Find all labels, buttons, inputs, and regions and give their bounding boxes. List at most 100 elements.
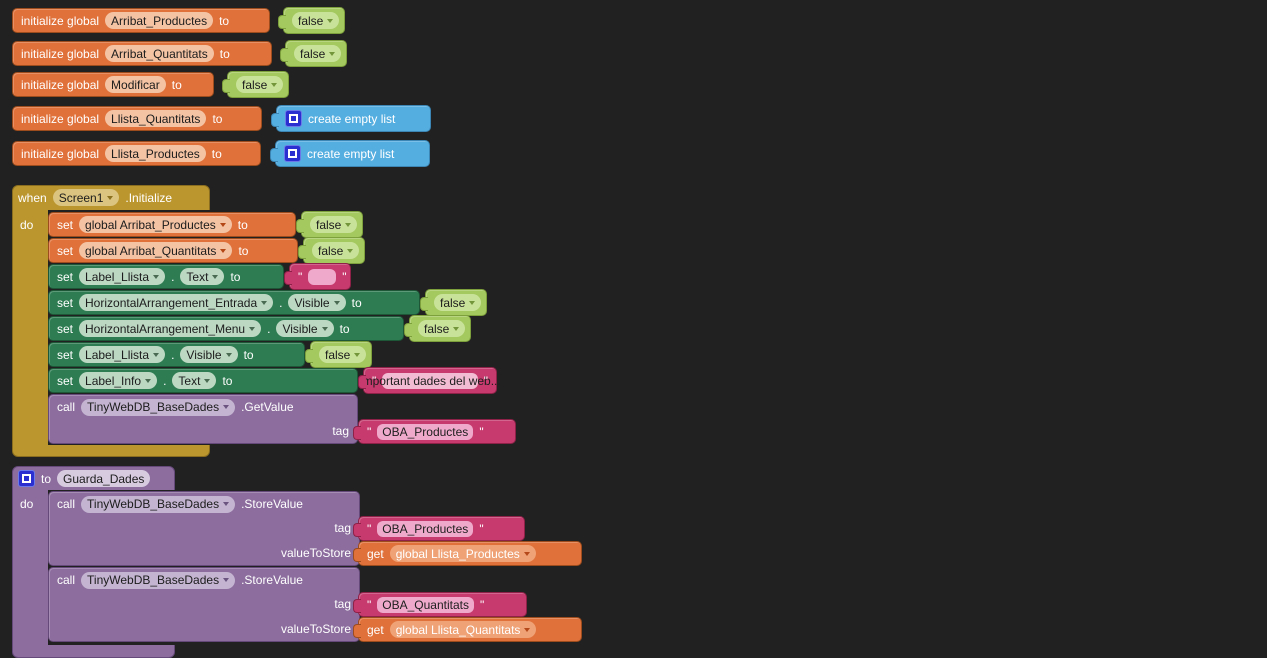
string-text-field[interactable]: OBA_Quantitats [377,596,474,613]
set-ha-menu-visible-block[interactable]: set HorizontalArrangement_Menu . Visible… [48,316,404,341]
block-plug [353,623,361,638]
init-global-modificar-block[interactable]: initialize global Modificar to [12,72,214,97]
false-label: false [325,347,351,362]
init-global-arribat-productes-block[interactable]: initialize global Arribat_Productes to [12,8,270,33]
logic-dropdown[interactable]: false [418,320,466,337]
variable-name-field[interactable]: Llista_Productes [105,145,206,162]
empty-string-block[interactable]: " " [284,263,351,290]
procedure-name-field[interactable]: Guarda_Dades [57,470,151,487]
string-block[interactable]: " Important dades del web... " [358,367,501,394]
set-global-arribat-quantitats-block[interactable]: set global Arribat_Quantitats to [48,238,298,263]
get-global-block[interactable]: get global Llista_Productes [353,541,582,566]
call-storevalue-block[interactable]: call TinyWebDB_BaseDades .StoreValue tag… [48,491,360,566]
component-dropdown[interactable]: Label_Llista [79,268,166,285]
call-getvalue-block[interactable]: call TinyWebDB_BaseDades .GetValue tag [48,394,358,444]
set-label-llista-visible-block[interactable]: set Label_Llista . Visible to [48,342,305,367]
property-dropdown[interactable]: Text [172,372,217,389]
variable-dropdown[interactable]: global Llista_Productes [389,545,536,562]
logic-dropdown[interactable]: false [294,45,342,62]
string-block[interactable]: " OBA_Productes " [353,516,525,541]
init-global-llista-productes-block[interactable]: initialize global Llista_Productes to [12,141,261,166]
logic-dropdown[interactable]: false [312,242,360,259]
get-global-block[interactable]: get global Llista_Quantitats [353,617,582,642]
component-dropdown[interactable]: HorizontalArrangement_Entrada [79,294,274,311]
variable-name-field[interactable]: Arribat_Productes [105,12,214,29]
when-block-header[interactable]: when Screen1 .Initialize [12,185,210,210]
chevron-down-icon [223,405,230,409]
variable-name-field[interactable]: Arribat_Quantitats [105,45,214,62]
component-name: Label_Llista [85,347,150,362]
set-label-llista-text-block[interactable]: set Label_Llista . Text to [48,264,284,289]
logic-dropdown[interactable]: false [319,346,367,363]
logic-false-block[interactable]: false [278,7,345,34]
call-storevalue-block[interactable]: call TinyWebDB_BaseDades .StoreValue tag… [48,567,360,642]
variable-name-field[interactable]: Modificar [105,76,166,93]
set-ha-entrada-visible-block[interactable]: set HorizontalArrangement_Entrada . Visi… [48,290,420,315]
set-keyword: set [57,321,74,336]
logic-dropdown[interactable]: false [310,216,358,233]
property-dropdown[interactable]: Visible [276,320,334,337]
method-name: .StoreValue [241,573,303,588]
property-name: Visible [282,321,318,336]
logic-false-block[interactable]: false [298,237,365,264]
component-dropdown[interactable]: TinyWebDB_BaseDades [81,398,236,416]
logic-dropdown[interactable]: false [292,12,340,29]
component-name: TinyWebDB_BaseDades [87,400,220,414]
component-dropdown[interactable]: Label_Info [79,372,158,389]
to-label: to [243,347,254,362]
property-dropdown[interactable]: Text [180,268,225,285]
string-text-field[interactable]: OBA_Productes [377,423,474,440]
component-dropdown[interactable]: Label_Llista [79,346,166,363]
string-block[interactable]: " OBA_Quantitats " [353,592,527,617]
variable-name: global Llista_Productes [395,546,520,561]
mutator-icon[interactable] [18,470,35,487]
chevron-down-icon [345,222,352,227]
logic-false-block[interactable]: false [305,341,372,368]
logic-dropdown[interactable]: false [236,76,284,93]
logic-false-block[interactable]: false [404,315,471,342]
component-name: Screen1 [58,190,104,205]
mutator-icon[interactable] [285,110,302,127]
create-empty-list-block[interactable]: create empty list [271,105,431,132]
component-dropdown[interactable]: TinyWebDB_BaseDades [81,495,236,513]
init-keyword: initialize global [21,13,100,28]
create-empty-list-label: create empty list [308,111,396,126]
init-global-arribat-quantitats-block[interactable]: initialize global Arribat_Quantitats to [12,41,272,66]
set-keyword: set [57,347,74,362]
init-global-llista-quantitats-block[interactable]: initialize global Llista_Quantitats to [12,106,262,131]
string-block[interactable]: " OBA_Productes " [353,419,516,444]
logic-false-block[interactable]: false [420,289,487,316]
property-dropdown[interactable]: Visible [288,294,346,311]
procedure-block-header[interactable]: to Guarda_Dades [12,466,175,491]
property-dropdown[interactable]: Visible [180,346,238,363]
component-dropdown[interactable]: HorizontalArrangement_Menu [79,320,262,337]
set-global-arribat-productes-block[interactable]: set global Arribat_Productes to [48,212,296,237]
set-label-info-text-block[interactable]: set Label_Info . Text to [48,368,358,393]
chevron-down-icon [321,326,328,331]
string-text-field[interactable]: Important dades del web... [359,372,501,389]
call-param-row: valueToStore [49,617,359,641]
mutator-icon[interactable] [284,145,301,162]
procedure-do-label: do [14,491,46,516]
variable-dropdown[interactable]: global Arribat_Productes [79,216,232,233]
tag-param-label: tag [334,597,351,612]
logic-false-block[interactable]: false [296,211,363,238]
logic-false-block[interactable]: false [280,40,347,67]
variable-dropdown[interactable]: global Llista_Quantitats [389,621,537,638]
variable-dropdown[interactable]: global Arribat_Quantitats [79,242,233,259]
variable-name-field[interactable]: Llista_Quantitats [105,110,207,127]
component-dropdown[interactable]: Screen1 [52,189,120,206]
to-label: to [41,471,52,486]
create-empty-list-block[interactable]: create empty list [270,140,430,167]
close-quote: " [483,373,488,388]
call-param-row: tag [49,419,357,443]
chevron-down-icon [469,300,476,305]
component-name: TinyWebDB_BaseDades [87,497,220,512]
open-quote: " [367,521,372,536]
logic-dropdown[interactable]: false [434,294,482,311]
string-text-field[interactable]: OBA_Productes [377,520,474,537]
logic-false-block[interactable]: false [222,71,289,98]
string-text-field[interactable] [308,268,337,285]
component-dropdown[interactable]: TinyWebDB_BaseDades [81,571,236,589]
